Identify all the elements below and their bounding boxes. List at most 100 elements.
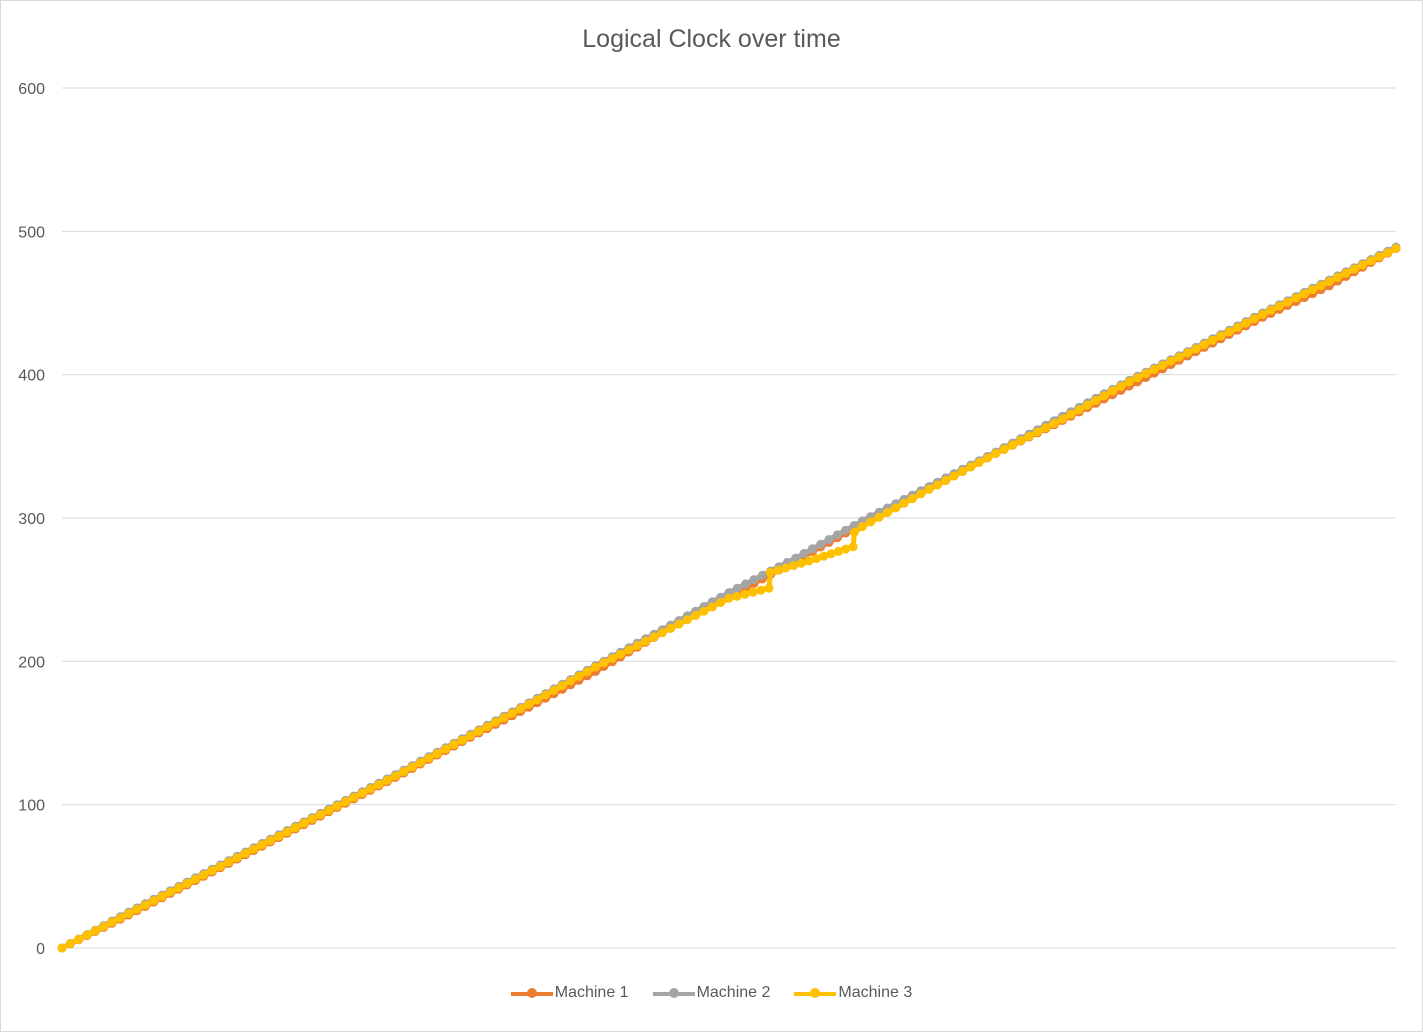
data-point [399,767,409,776]
legend-marker-icon [510,987,553,999]
data-point [265,836,275,845]
data-point [764,583,774,593]
data-point [190,874,200,884]
data-point [482,722,492,732]
data-point [941,475,951,485]
data-point [115,913,125,923]
data-point [1133,373,1142,383]
data-point [1033,427,1042,437]
data-point [1324,277,1334,286]
data-point [624,645,634,655]
data-point [90,926,100,936]
data-point [65,939,75,949]
data-point [182,879,192,888]
y-tick-label: 300 [18,511,45,528]
y-tick-label: 200 [18,654,45,671]
data-point [240,848,250,858]
data-point [549,685,559,695]
data-point [516,704,526,714]
data-point [833,546,843,556]
data-point [789,561,799,571]
data-point [819,551,829,561]
data-point [974,458,984,467]
data-point [832,530,842,540]
data-point [82,930,92,940]
data-point [607,654,617,663]
data-point [841,525,851,535]
data-point [657,628,667,638]
data-point [866,517,876,527]
data-point [1241,318,1251,328]
data-point [257,840,267,850]
data-point [349,793,359,802]
data-point [1266,305,1276,315]
data-point [983,453,992,463]
data-point [765,568,775,577]
data-point [1108,386,1117,396]
legend-label: Machine 3 [838,984,913,1001]
data-point [199,870,209,880]
data-point [107,917,117,927]
data-point [207,866,217,876]
data-point [1083,400,1092,410]
legend-item: Machine 1 [510,984,629,1002]
data-point [857,522,867,532]
data-point [541,690,551,700]
data-point [1166,356,1176,366]
data-point [691,611,701,620]
data-point [1091,396,1101,405]
data-point [1041,423,1051,433]
data-point [924,484,934,494]
data-point [891,503,901,513]
data-point [916,489,926,499]
data-point [616,649,626,659]
data-point [874,512,884,522]
data-point [416,758,425,768]
data-point [165,887,175,897]
data-point [366,784,375,794]
data-point [1291,293,1301,303]
data-point [99,922,109,931]
data-point [357,788,367,798]
chart-title: Logical Clock over time [582,25,841,53]
data-point [1016,436,1026,446]
data-point [799,549,809,558]
data-point [1233,322,1243,332]
data-point [1333,272,1343,282]
data-point [1008,440,1017,450]
data-point [1208,335,1218,345]
data-point [849,521,859,530]
data-point [674,619,684,629]
legend-item: Machine 2 [652,984,771,1002]
data-point [1258,310,1268,319]
data-point [382,775,392,785]
data-point [249,844,259,854]
data-point [1174,352,1184,362]
data-point [949,471,959,481]
data-point [140,900,150,910]
data-point [716,598,726,608]
data-point [282,827,292,837]
data-point [826,549,836,559]
data-point [991,449,1001,458]
data-point [441,744,450,754]
data-point [1116,382,1126,391]
data-point [804,556,814,566]
data-point [507,708,517,718]
data-point [582,667,592,677]
legend-label: Machine 2 [696,984,771,1001]
data-point [1099,391,1109,401]
legend: Machine 1 Machine 2 Machine 3 [1,984,1422,1002]
data-point [232,853,242,863]
data-point [1199,340,1209,350]
y-tick-label: 100 [18,798,45,815]
data-point [1341,268,1351,278]
data-point [699,606,709,616]
data-point [707,602,717,612]
data-point [307,814,317,824]
data-point [599,658,609,668]
data-point [566,676,576,686]
data-point [491,717,501,727]
y-tick-label: 500 [18,224,45,241]
